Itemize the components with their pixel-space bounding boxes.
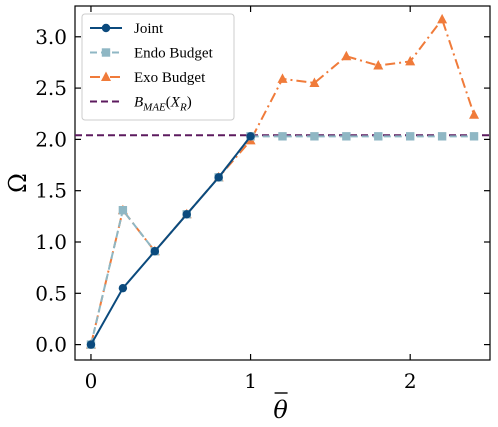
x-tick-label: 2: [404, 369, 417, 393]
data-point: [118, 205, 128, 215]
legend-item: Exo Budget: [90, 70, 206, 86]
y-tick-label: 2.0: [35, 127, 67, 151]
data-point: [469, 132, 479, 141]
legend-marker: [101, 71, 111, 81]
plot-border: [74, 5, 491, 361]
data-point: [277, 73, 288, 83]
y-tick-label: 0.0: [35, 333, 67, 357]
legend-box: [81, 13, 235, 121]
axis-ticks: 0 1 2 0.0 0.5 1.0 1.5 2.0 2.5 3.0: [35, 6, 490, 393]
series-line: [89, 135, 475, 345]
legend: Joint Endo Budget Exo Budget BMAE(XR): [81, 13, 235, 121]
x-tick-label: 0: [85, 369, 98, 393]
legend-label: BMAE(XR): [134, 95, 192, 114]
y-tick-label: 2.5: [35, 76, 67, 100]
y-tick-label: 0.5: [35, 281, 67, 305]
y-tick-label: 3.0: [35, 25, 67, 49]
data-point: [246, 132, 255, 141]
data-point: [86, 340, 96, 349]
legend-item: BMAE(XR): [90, 95, 192, 114]
data-point: [150, 247, 160, 256]
data-point: [309, 77, 320, 87]
y-tick-label: 1.0: [35, 230, 67, 254]
data-point: [341, 50, 352, 61]
legend-item: Endo Budget: [90, 46, 214, 62]
legend-label: Endo Budget: [134, 46, 214, 62]
legend-label: Exo Budget: [134, 70, 206, 86]
data-point: [405, 55, 416, 66]
y-axis-label: Ω: [4, 173, 32, 193]
series-line: [90, 135, 252, 346]
y-tick-label: 1.5: [35, 179, 67, 203]
data-point: [405, 132, 415, 141]
x-tick-label: 1: [244, 369, 257, 393]
data-point: [374, 132, 383, 141]
series-group: [85, 13, 480, 349]
data-point: [373, 60, 384, 70]
data-point: [469, 109, 480, 119]
data-point: [342, 132, 351, 141]
plot-area: [74, 5, 491, 361]
x-axis-label: θ: [273, 396, 288, 424]
data-point: [437, 13, 448, 24]
data-point: [310, 132, 319, 141]
data-point: [118, 283, 128, 293]
legend-item: Joint: [90, 21, 164, 37]
data-point: [182, 210, 191, 219]
data-point: [437, 132, 447, 141]
legend-marker: [101, 48, 111, 57]
data-point: [278, 132, 287, 141]
legend-marker: [101, 23, 111, 33]
series-joint: [86, 132, 255, 349]
legend-label: Joint: [134, 21, 164, 37]
data-point: [214, 173, 223, 182]
